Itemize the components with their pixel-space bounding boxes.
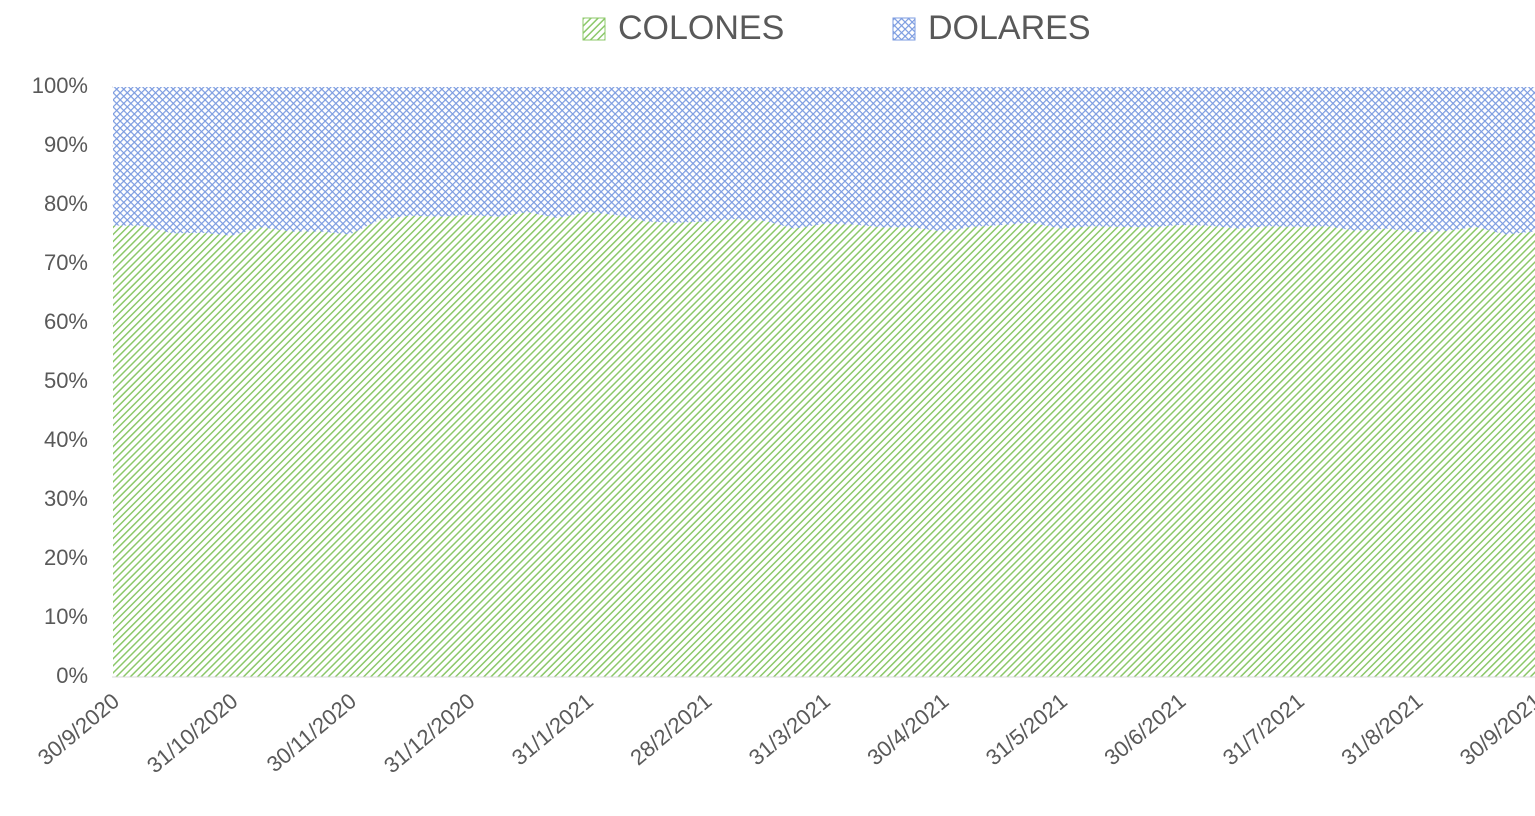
y-tick-label: 80%	[44, 191, 88, 216]
legend-swatch	[582, 17, 606, 41]
y-tick-label: 30%	[44, 486, 88, 511]
x-tick-label: 31/1/2021	[507, 688, 598, 770]
x-tick-label: 30/6/2021	[1099, 688, 1190, 770]
x-tick-label: 30/9/2021	[1455, 688, 1535, 770]
x-tick-label: 30/4/2021	[862, 688, 953, 770]
x-tick-label: 31/8/2021	[1336, 688, 1427, 770]
x-tick-label: 30/9/2020	[33, 688, 124, 770]
x-tick-label: 31/5/2021	[981, 688, 1072, 770]
legend-label: COLONES	[618, 9, 784, 47]
y-tick-label: 20%	[44, 545, 88, 570]
y-tick-label: 0%	[56, 663, 88, 688]
y-tick-label: 100%	[32, 73, 88, 98]
y-tick-label: 10%	[44, 604, 88, 629]
y-tick-label: 40%	[44, 427, 88, 452]
area	[113, 212, 1535, 677]
y-tick-label: 90%	[44, 132, 88, 157]
x-tick-label: 31/12/2020	[379, 688, 479, 778]
y-tick-label: 70%	[44, 250, 88, 275]
x-tick-label: 31/3/2021	[744, 688, 835, 770]
y-tick-label: 60%	[44, 309, 88, 334]
x-tick-label: 31/7/2021	[1218, 688, 1309, 770]
area	[113, 87, 1535, 236]
legend-swatch	[892, 17, 916, 41]
x-tick-label: 28/2/2021	[625, 688, 716, 770]
y-tick-label: 50%	[44, 368, 88, 393]
x-tick-label: 30/11/2020	[262, 688, 361, 777]
legend-label: DOLARES	[928, 9, 1091, 47]
x-tick-label: 31/10/2020	[142, 688, 242, 778]
